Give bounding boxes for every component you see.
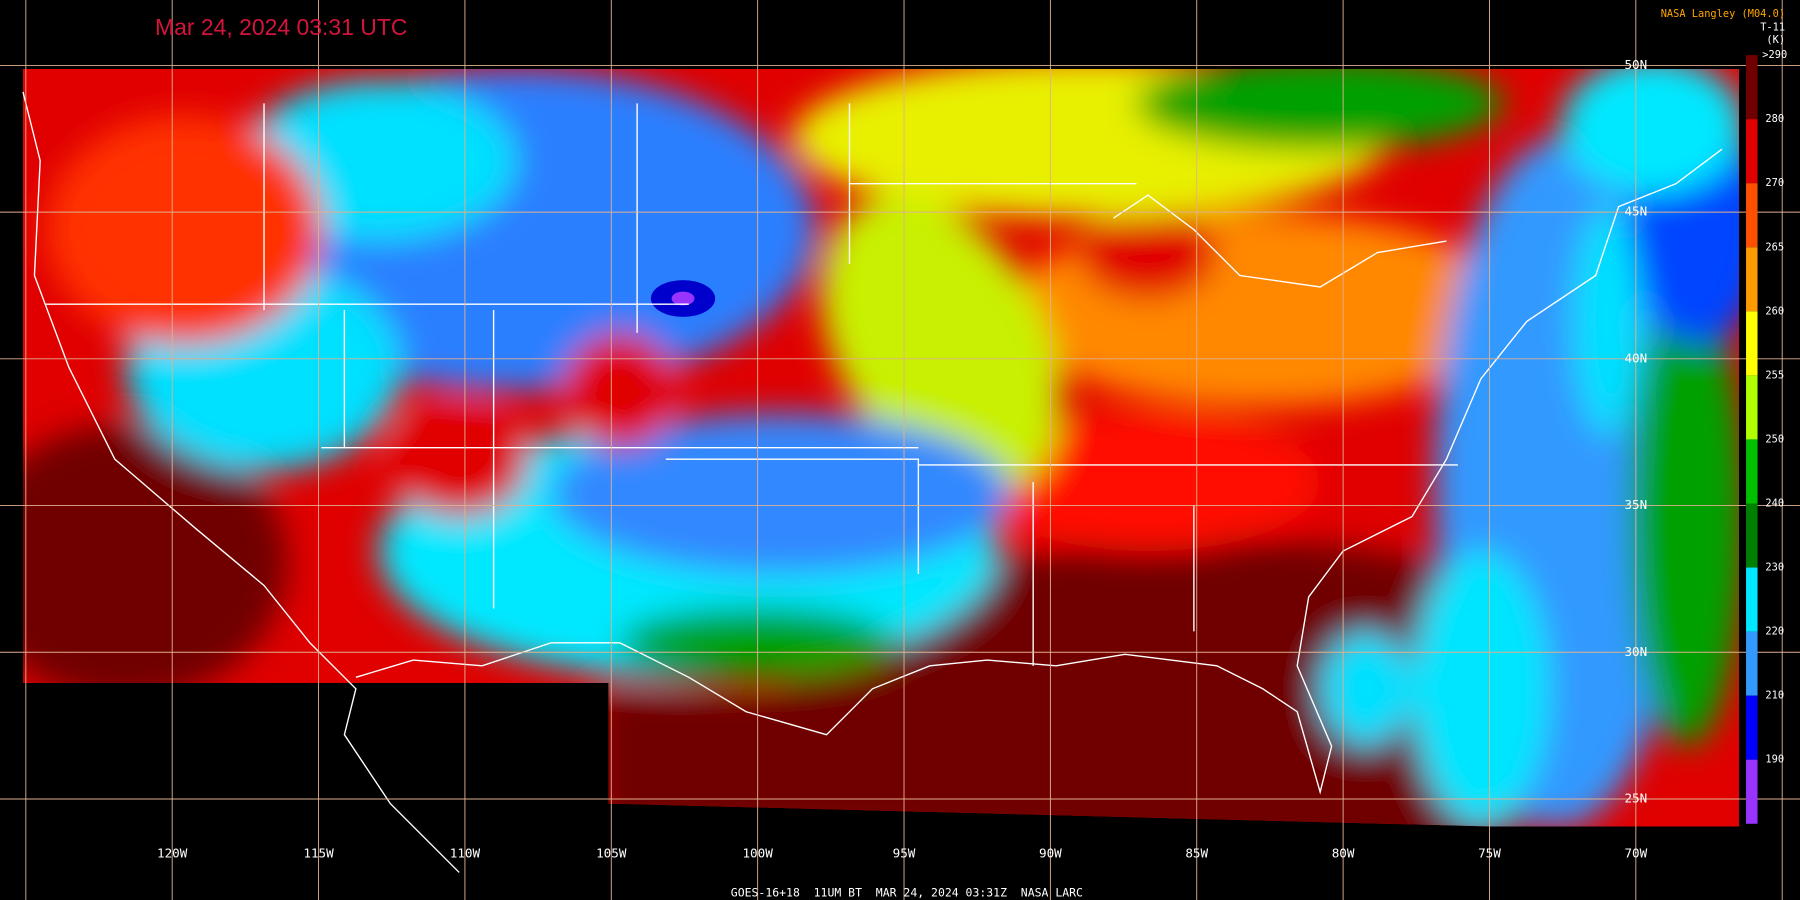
colorbar-unit: (K)	[1766, 34, 1785, 46]
colorbar-segment	[1746, 247, 1758, 312]
colorbar-segment	[1746, 503, 1758, 568]
latitude-label: 40N	[1624, 350, 1647, 365]
latitude-label: 25N	[1624, 790, 1647, 805]
longitude-label: 120W	[157, 846, 188, 861]
longitude-label: 80W	[1332, 846, 1355, 861]
colorbar-label: >290	[1762, 49, 1787, 61]
colorbar-segment	[1746, 567, 1758, 632]
colorbar-label: 250	[1765, 433, 1784, 445]
longitude-label: 70W	[1624, 846, 1647, 861]
colorbar-segment	[1746, 55, 1758, 120]
footer: GOES-16+18 11UM BT MAR 24, 2024 03:31Z N…	[731, 886, 1083, 900]
longitude-label: 100W	[742, 846, 773, 861]
colorbar-label: 265	[1765, 241, 1784, 253]
colorbar-label: 255	[1765, 369, 1784, 381]
coastlines	[22, 91, 1723, 873]
colorbar: >290 280 270 265 260 255 250 240 230 220 210 190	[1746, 49, 1787, 824]
longitude-label: 105W	[596, 846, 627, 861]
colorbar-segment	[1746, 375, 1758, 440]
colorbar-segment	[1746, 759, 1758, 824]
longitude-label: 90W	[1039, 846, 1062, 861]
colorbar-segment	[1746, 631, 1758, 696]
colorbar-label: 220	[1765, 626, 1784, 638]
longitude-label: 85W	[1185, 846, 1208, 861]
timestamp-title: Mar 24, 2024 03:31 UTC	[155, 14, 407, 40]
longitude-label: 95W	[893, 846, 916, 861]
longitude-label: 75W	[1478, 846, 1501, 861]
colorbar-segment	[1746, 695, 1758, 760]
colorbar-segment	[1746, 183, 1758, 248]
colorbar-segment	[1746, 439, 1758, 504]
colorbar-label: 260	[1765, 305, 1784, 317]
colorbar-label: 230	[1765, 562, 1784, 574]
latitude-label: 45N	[1624, 204, 1647, 219]
latitude-label: 35N	[1624, 497, 1647, 512]
colorbar-segment	[1746, 311, 1758, 376]
colorbar-label: 210	[1765, 690, 1784, 702]
longitude-label: 115W	[303, 846, 334, 861]
colorbar-segment	[1746, 119, 1758, 184]
colorbar-label: 280	[1765, 113, 1784, 125]
colorbar-label: 190	[1765, 754, 1784, 766]
colorbar-label: 240	[1765, 497, 1784, 509]
latitude-label: 50N	[1624, 57, 1647, 72]
producer: NASA Langley (M04.0)	[1661, 8, 1785, 20]
colorbar-title: T-11	[1760, 22, 1785, 34]
longitude-label: 110W	[450, 846, 481, 861]
latitude-label: 30N	[1624, 644, 1647, 659]
colorbar-label: 270	[1765, 177, 1784, 189]
